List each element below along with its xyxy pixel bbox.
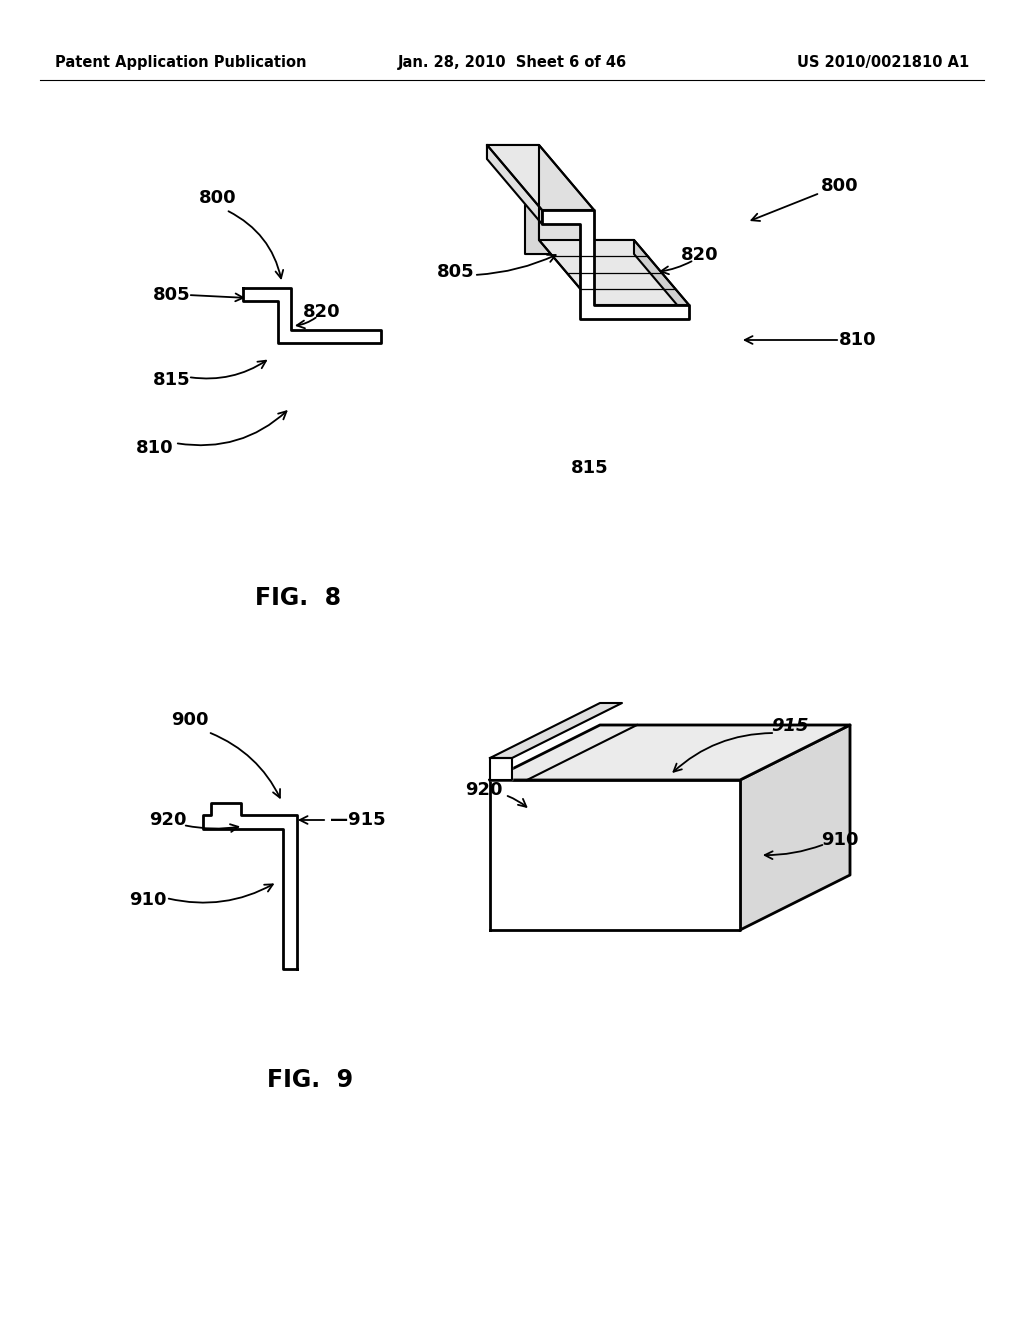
Text: 800: 800 bbox=[200, 189, 237, 207]
Text: 820: 820 bbox=[303, 304, 341, 321]
Polygon shape bbox=[487, 145, 594, 210]
Text: 920: 920 bbox=[465, 781, 503, 799]
Polygon shape bbox=[634, 240, 689, 319]
Polygon shape bbox=[542, 210, 689, 319]
Text: 915: 915 bbox=[771, 717, 809, 735]
Text: FIG.  9: FIG. 9 bbox=[267, 1068, 353, 1092]
Text: 920: 920 bbox=[150, 810, 186, 829]
Polygon shape bbox=[490, 780, 740, 931]
Polygon shape bbox=[487, 145, 634, 253]
Text: 810: 810 bbox=[136, 440, 174, 457]
Polygon shape bbox=[539, 145, 594, 305]
Text: US 2010/0021810 A1: US 2010/0021810 A1 bbox=[797, 54, 969, 70]
Text: 805: 805 bbox=[437, 263, 475, 281]
Text: 820: 820 bbox=[681, 246, 719, 264]
Polygon shape bbox=[539, 240, 689, 305]
Text: 805: 805 bbox=[154, 286, 190, 304]
Polygon shape bbox=[740, 725, 850, 931]
Polygon shape bbox=[203, 803, 297, 969]
Text: 900: 900 bbox=[171, 711, 209, 729]
Text: 800: 800 bbox=[821, 177, 859, 195]
Text: —915: —915 bbox=[330, 810, 386, 829]
Text: 910: 910 bbox=[821, 832, 859, 849]
Text: 815: 815 bbox=[154, 371, 190, 389]
Polygon shape bbox=[490, 704, 622, 758]
Polygon shape bbox=[490, 725, 850, 780]
Text: Jan. 28, 2010  Sheet 6 of 46: Jan. 28, 2010 Sheet 6 of 46 bbox=[397, 54, 627, 70]
Text: 810: 810 bbox=[840, 331, 877, 348]
Polygon shape bbox=[243, 288, 381, 343]
Polygon shape bbox=[487, 145, 542, 224]
Text: 910: 910 bbox=[129, 891, 167, 909]
Text: Patent Application Publication: Patent Application Publication bbox=[55, 54, 306, 70]
Polygon shape bbox=[490, 758, 512, 780]
Text: 815: 815 bbox=[571, 459, 609, 477]
Text: FIG.  8: FIG. 8 bbox=[255, 586, 341, 610]
